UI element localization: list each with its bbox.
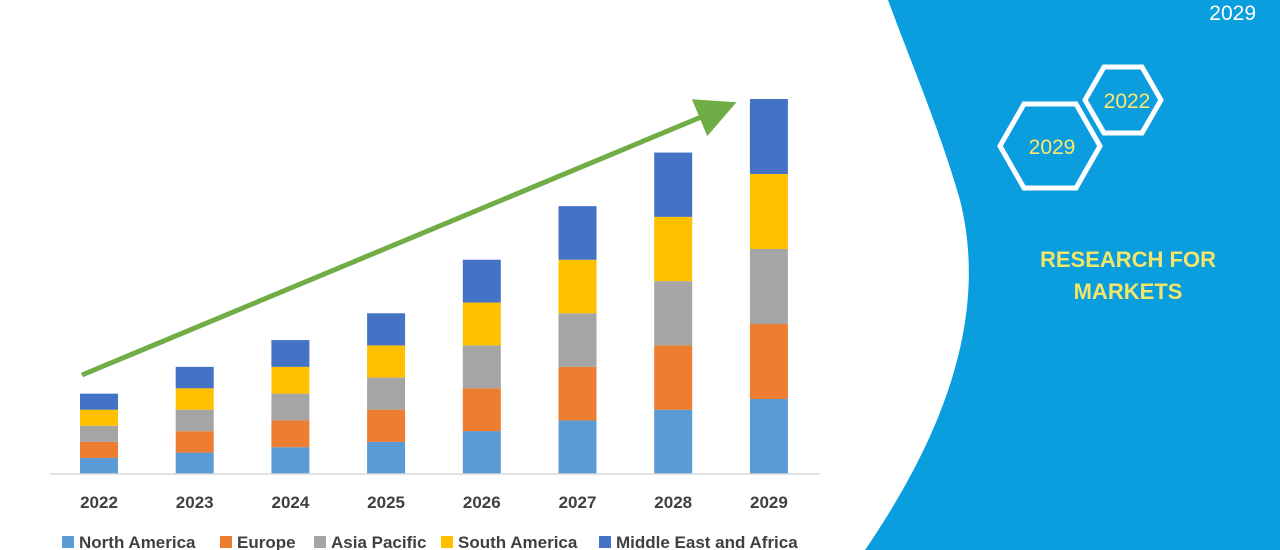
bar-segment-2029-4 [749, 99, 788, 174]
legend-swatch-0 [62, 536, 74, 548]
bar-segment-2024-1 [271, 420, 310, 448]
bar-segment-2022-4 [80, 393, 118, 410]
bar-segment-2022-1 [80, 441, 118, 458]
bar-segment-2025-2 [367, 377, 406, 410]
hex-outline-2022 [1082, 64, 1164, 136]
bar-segment-2027-3 [558, 259, 597, 314]
bar-segment-2023-2 [175, 409, 214, 432]
brand-text: RESEARCH FOR MARKETS [1000, 244, 1256, 308]
legend-label-1: Europe [237, 533, 296, 550]
x-tick-2023: 2023 [176, 493, 214, 512]
bar-segment-2024-4 [271, 340, 310, 367]
bar-segment-2027-1 [558, 366, 597, 421]
brand-line-1: RESEARCH FOR [1039, 247, 1216, 272]
bar-segment-2027-2 [558, 313, 597, 367]
bar-segment-2026-2 [462, 345, 501, 389]
legend-swatch-3 [441, 536, 453, 548]
bar-segment-2022-2 [80, 425, 118, 442]
bar-segment-2026-4 [462, 259, 501, 303]
bar-segment-2027-0 [558, 420, 597, 474]
x-tick-2028: 2028 [654, 493, 692, 512]
bar-segment-2026-3 [462, 302, 501, 346]
x-tick-2027: 2027 [559, 493, 597, 512]
bar-segment-2023-4 [175, 366, 214, 389]
x-tick-labels: 2022 2023 2024 2025 2026 2027 2028 2029 [80, 493, 788, 512]
bar-segment-2024-2 [271, 393, 310, 421]
trend-arrow [81, 99, 737, 378]
bar-segment-2022-0 [80, 457, 118, 474]
bar-segment-2029-1 [749, 324, 788, 399]
bar-segment-2023-0 [175, 452, 214, 474]
bar-segment-2028-1 [654, 345, 693, 410]
bar-segment-2023-3 [175, 388, 214, 410]
bars-group [80, 99, 788, 474]
legend-label-2: Asia Pacific [331, 533, 426, 550]
hex-label-2029: 2029 [1029, 136, 1076, 159]
bar-segment-2025-0 [367, 441, 406, 474]
x-tick-2024: 2024 [271, 493, 309, 512]
hex-outline-2029 [997, 101, 1103, 191]
bar-segment-2023-1 [175, 431, 214, 453]
blue-side-panel [865, 0, 1280, 550]
legend-swatch-1 [220, 536, 232, 548]
bar-segment-2025-3 [367, 345, 406, 378]
bar-segment-2022-3 [80, 409, 118, 426]
legend-swatch-2 [314, 536, 326, 548]
hex-label-2022: 2022 [1104, 90, 1151, 113]
bar-segment-2028-3 [654, 216, 693, 282]
bar-segment-2026-1 [462, 388, 501, 432]
corner-year-label: 2029 [1209, 2, 1256, 25]
bar-segment-2027-4 [558, 206, 597, 260]
bar-segment-2024-0 [271, 447, 310, 474]
x-tick-2022: 2022 [80, 493, 118, 512]
x-tick-2026: 2026 [463, 493, 501, 512]
legend-label-0: North America [79, 533, 196, 550]
bar-segment-2026-0 [462, 431, 501, 474]
legend-label-3: South America [458, 533, 578, 550]
x-tick-2029: 2029 [750, 493, 788, 512]
bar-segment-2028-4 [654, 152, 693, 217]
brand-line-2: MARKETS [1073, 279, 1183, 304]
bar-segment-2028-0 [654, 409, 693, 474]
bar-segment-2029-2 [749, 249, 788, 324]
bar-segment-2025-4 [367, 313, 406, 346]
bar-segment-2024-3 [271, 366, 310, 394]
bar-segment-2029-3 [749, 174, 788, 249]
bar-segment-2028-2 [654, 281, 693, 346]
x-tick-2025: 2025 [367, 493, 405, 512]
bar-segment-2029-0 [749, 399, 788, 474]
stacked-bar-chart: 2022 2023 2024 2025 2026 2027 2028 2029 North A… [50, 99, 820, 550]
legend-swatch-4 [599, 536, 611, 548]
legend: North America Europe Asia Pacific South Ame… [62, 533, 798, 550]
legend-label-4: Middle East and Africa [616, 533, 798, 550]
bar-segment-2025-1 [367, 409, 406, 442]
